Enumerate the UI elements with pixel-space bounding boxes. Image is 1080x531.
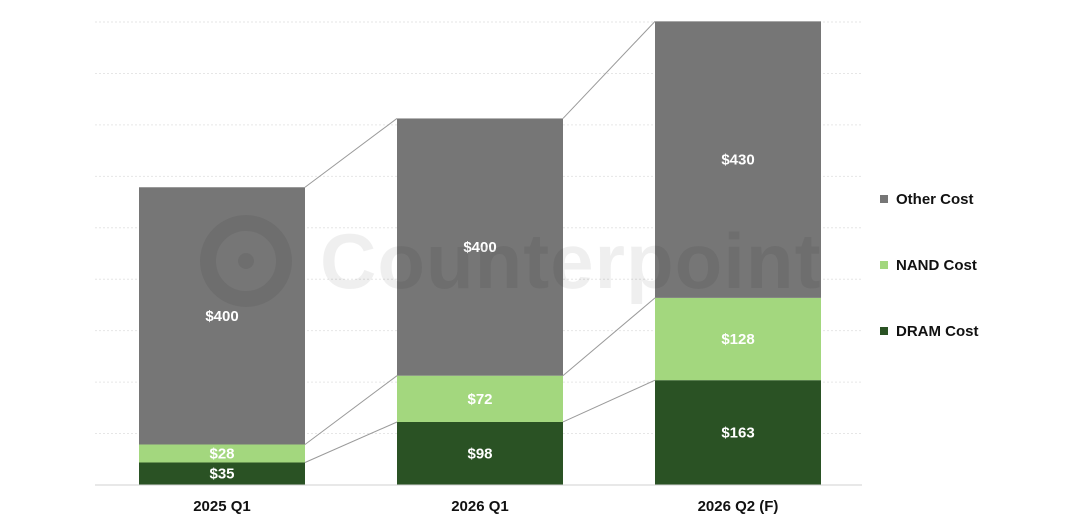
legend-label-dram: DRAM Cost [896, 322, 979, 340]
legend-item-dram: DRAM Cost [880, 320, 1070, 342]
bar-dram-cost [655, 380, 821, 485]
legend: Other Cost NAND Cost DRAM Cost [880, 188, 1070, 386]
bar-other-cost [397, 118, 563, 376]
bar-nand-cost [655, 297, 821, 381]
legend-item-nand: NAND Cost [880, 254, 1070, 276]
connector-line [304, 118, 398, 188]
connector-line [304, 421, 398, 463]
connector-line [562, 297, 656, 377]
bar-other-cost [655, 21, 821, 298]
data-label: $400 [463, 239, 496, 256]
data-label: $72 [467, 391, 492, 408]
data-label: $28 [209, 445, 234, 462]
legend-label-nand: NAND Cost [896, 256, 977, 274]
bar-dram-cost [139, 462, 305, 485]
x-tick-label: 2026 Q2 (F) [698, 498, 779, 515]
legend-label-other: Other Cost [896, 190, 974, 208]
legend-swatch-other [880, 195, 888, 203]
bar-dram-cost [397, 421, 563, 485]
data-label: $98 [467, 445, 492, 462]
legend-item-other: Other Cost [880, 188, 1070, 210]
data-label: $35 [209, 466, 234, 483]
x-tick-label: 2026 Q1 [451, 498, 509, 515]
connector-line [304, 375, 398, 445]
bar-nand-cost [397, 375, 563, 422]
data-label: $128 [721, 331, 754, 348]
legend-swatch-nand [880, 261, 888, 269]
x-tick-label: 2025 Q1 [193, 498, 251, 515]
data-label: $163 [721, 425, 754, 442]
bar-other-cost [139, 187, 305, 445]
data-label: $400 [205, 308, 238, 325]
legend-swatch-dram [880, 327, 888, 335]
connector-line [562, 379, 656, 423]
data-label: $430 [721, 152, 754, 169]
bar-nand-cost [139, 444, 305, 463]
connector-line [562, 21, 656, 119]
